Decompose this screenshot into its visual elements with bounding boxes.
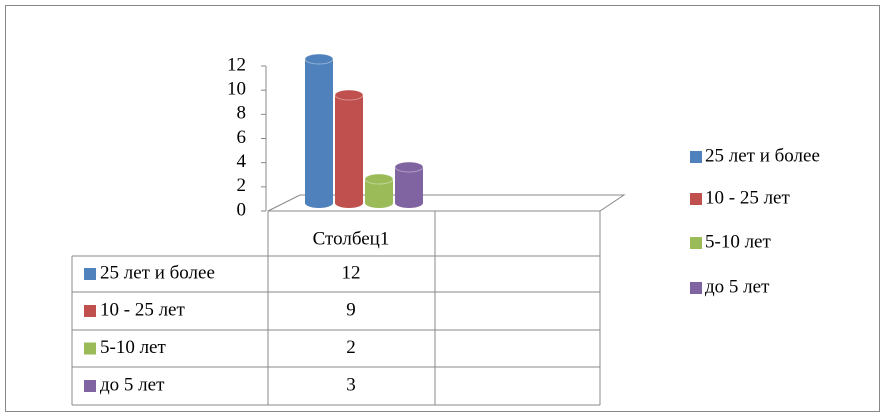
bar-top [334,89,364,101]
table-key [84,342,96,355]
legend-label: 10 - 25 лет [705,187,790,208]
legend-label: до 5 лет [705,276,770,297]
table-row-label: 10 - 25 лет [100,299,185,320]
bar [305,59,333,203]
bar-top [304,53,334,65]
y-tick-label: 10 [227,79,246,100]
y-tick-label: 8 [237,103,247,124]
legend-key [690,237,702,249]
table-row-label: 5-10 лет [100,337,166,358]
y-tick-label: 12 [227,54,246,75]
table-row-label: 25 лет и более [100,262,215,283]
table-value: 2 [346,337,356,358]
table-key [84,380,96,392]
legend-key [690,282,702,294]
legend-key [690,193,702,205]
bar [335,95,363,203]
legend-key [690,151,702,163]
bar [395,167,423,203]
y-tick-label: 6 [237,127,247,148]
table-header: Столбец1 [313,228,390,249]
legend-label: 25 лет и более [705,145,820,166]
y-tick-label: 4 [237,151,247,172]
bar-top [394,161,424,173]
y-tick-label: 2 [237,175,247,196]
table-key [84,305,96,317]
table-row-label: до 5 лет [100,374,165,395]
legend-label: 5-10 лет [705,231,771,252]
y-tick-label: 0 [237,199,247,220]
table-value: 9 [346,299,356,320]
table-key [84,268,96,280]
table-value: 12 [342,262,361,283]
bar-top [364,173,394,185]
table-value: 3 [346,374,356,395]
